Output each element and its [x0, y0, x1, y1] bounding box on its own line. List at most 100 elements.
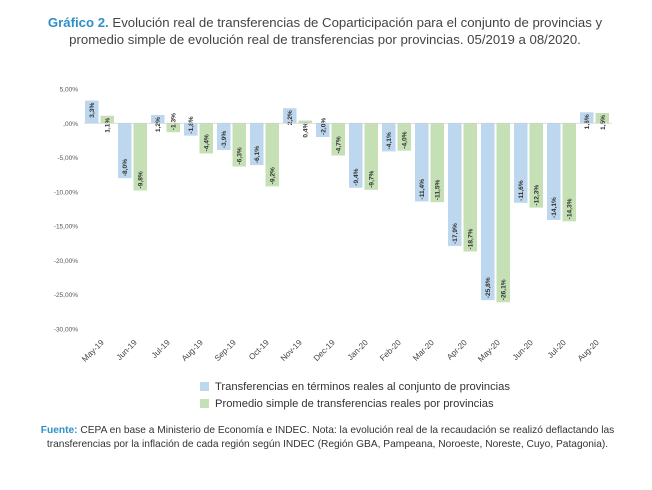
- data-label-series-2: -6,3%: [237, 147, 244, 164]
- bar-series-1: [580, 112, 594, 124]
- bar-series-1: [481, 123, 495, 301]
- data-label-series-1: 2,2%: [287, 110, 294, 125]
- data-label-series-2: 1,5%: [600, 115, 607, 130]
- data-label-series-2: -4,4%: [204, 134, 211, 151]
- bar-series-1: [316, 123, 330, 137]
- source-note-text: CEPA en base a Ministerio de Economía e …: [46, 425, 615, 450]
- source-note: Fuente: CEPA en base a Ministerio de Eco…: [40, 424, 615, 452]
- bar-series-2: [397, 123, 411, 151]
- bar-series-1: [151, 115, 165, 124]
- data-label-series-1: -1,8%: [188, 116, 195, 133]
- data-label-series-2: -18,7%: [468, 228, 475, 249]
- legend-swatch-series-2: [200, 399, 209, 408]
- x-tick-label: Jun-20: [511, 338, 535, 362]
- data-label-series-1: -3,9%: [221, 131, 228, 148]
- data-label-series-2: 1,1%: [105, 118, 112, 133]
- bar-series-2: [364, 123, 378, 190]
- chart-title-text: Evolución real de transferencias de Copa…: [69, 15, 603, 47]
- chart-title-lead: Gráfico 2.: [47, 15, 109, 30]
- data-label-series-2: -9,7%: [369, 170, 376, 187]
- bar-series-1: [415, 123, 429, 202]
- data-label-series-2: -14,3%: [567, 198, 574, 219]
- data-label-series-1: -25,8%: [485, 277, 492, 298]
- bar-series-1: [514, 123, 528, 203]
- data-label-series-2: -26,1%: [501, 279, 508, 300]
- x-tick-label: Oct-19: [247, 338, 271, 362]
- bar-series-2: [265, 123, 279, 187]
- data-label-series-1: -4,1%: [386, 132, 393, 149]
- y-tick-label: -15,00%: [54, 224, 78, 231]
- bar-series-1: [250, 123, 264, 166]
- data-label-series-1: -9,4%: [353, 168, 360, 185]
- bar-series-2: [430, 123, 444, 203]
- data-label-series-1: -6,1%: [254, 146, 261, 163]
- data-label-series-1: -17,9%: [452, 223, 459, 244]
- bar-series-2: [166, 123, 180, 133]
- y-tick-label: -20,00%: [54, 258, 78, 265]
- legend-swatch-series-1: [200, 382, 209, 391]
- data-label-series-2: -4,0%: [402, 131, 409, 148]
- x-tick-label: Aug-19: [180, 338, 205, 363]
- data-label-series-1: -11,6%: [518, 180, 525, 201]
- data-label-series-2: 0,4%: [303, 122, 310, 137]
- y-tick-label: -30,00%: [54, 327, 78, 334]
- x-tick-label: May-20: [476, 338, 502, 364]
- bar-series-1: [85, 100, 99, 124]
- bar-series-2: [298, 120, 312, 124]
- data-label-series-2: -9,8%: [138, 171, 145, 188]
- bar-series-1: [448, 123, 462, 247]
- y-tick-label: 5,00%: [60, 87, 79, 94]
- x-tick-label: Dec-19: [312, 338, 337, 363]
- data-label-series-1: 1,2%: [155, 117, 162, 132]
- bar-series-2: [496, 123, 510, 303]
- source-note-lead: Fuente:: [40, 425, 78, 436]
- x-tick-label: Apr-20: [445, 338, 469, 362]
- bar-series-1: [283, 108, 297, 124]
- x-tick-label: Feb-20: [378, 338, 403, 363]
- bar-series-1: [184, 123, 198, 136]
- bar-series-1: [382, 123, 396, 152]
- data-label-series-2: -11,5%: [435, 179, 442, 200]
- legend-label-series-2: Promedio simple de transferencias reales…: [215, 397, 494, 410]
- x-tick-label: Jun-19: [115, 338, 139, 362]
- bar-series-2: [232, 123, 246, 167]
- x-tick-label: May-19: [80, 338, 106, 364]
- data-label-series-2: -4,7%: [336, 136, 343, 153]
- y-tick-label: -5,00%: [57, 155, 78, 162]
- legend: Transferencias en términos reales al con…: [200, 378, 510, 412]
- data-label-series-1: 3,3%: [89, 103, 96, 118]
- x-tick-label: Mar-20: [411, 338, 436, 363]
- x-tick-label: Aug-20: [576, 338, 601, 363]
- data-label-series-1: -14,1%: [551, 197, 558, 218]
- chart-title: Gráfico 2. Evolución real de transferenc…: [40, 14, 610, 48]
- x-tick-label: Jul-19: [150, 338, 172, 360]
- legend-item-series-2: Promedio simple de transferencias reales…: [200, 395, 510, 412]
- x-tick-label: Jan-20: [346, 338, 370, 362]
- bar-series-2: [100, 115, 114, 124]
- bar-series-2: [529, 123, 543, 208]
- x-tick-label: Jul-20: [546, 338, 568, 360]
- bar-series-2: [562, 123, 576, 222]
- bar-series-1: [118, 123, 132, 179]
- data-label-series-1: -11,4%: [419, 179, 426, 200]
- data-label-series-1: -2,0%: [320, 118, 327, 135]
- y-tick-label: ,00%: [63, 121, 78, 128]
- bar-series-1: [217, 123, 231, 151]
- x-tick-label: Sep-19: [213, 338, 238, 363]
- data-label-series-1: 1,6%: [584, 114, 591, 129]
- bar-series-1: [547, 123, 561, 220]
- x-tick-label: Nov-19: [279, 338, 304, 363]
- bar-series-2: [133, 123, 147, 191]
- y-tick-label: -25,00%: [54, 292, 78, 299]
- bar-series-2: [331, 123, 345, 156]
- data-label-series-1: -8,0%: [122, 159, 129, 176]
- bar-series-2: [595, 113, 609, 124]
- data-label-series-2: -1,3%: [171, 113, 178, 130]
- y-tick-label: -10,00%: [54, 189, 78, 196]
- legend-item-series-1: Transferencias en términos reales al con…: [200, 378, 510, 395]
- bar-series-1: [349, 123, 363, 188]
- data-label-series-2: -9,2%: [270, 167, 277, 184]
- legend-label-series-1: Transferencias en términos reales al con…: [215, 380, 510, 393]
- bar-series-2: [463, 123, 477, 252]
- data-label-series-2: -12,3%: [534, 185, 541, 206]
